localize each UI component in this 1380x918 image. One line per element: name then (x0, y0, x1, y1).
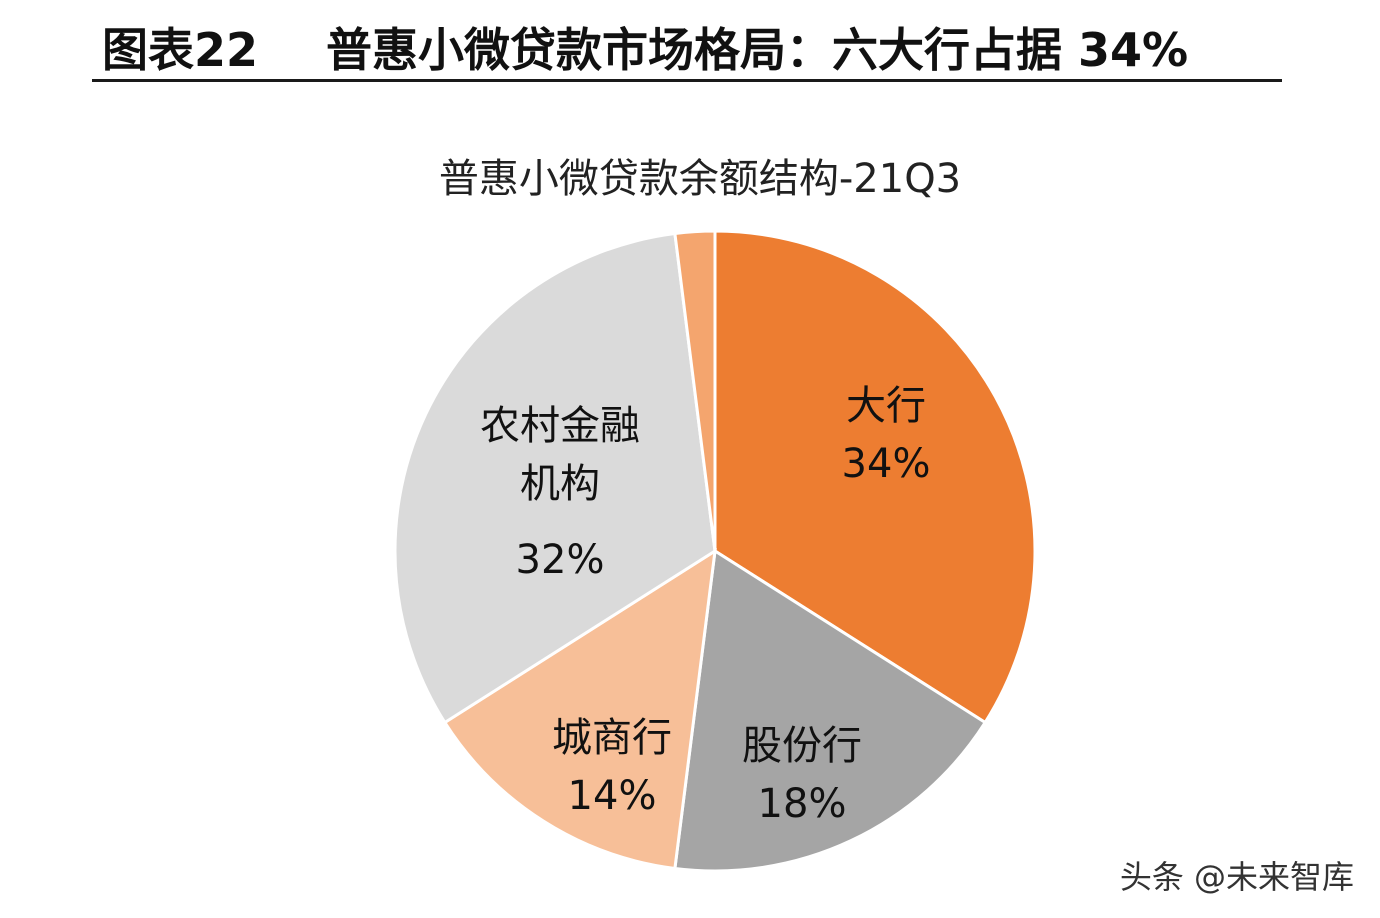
pie-slice-股份行 (673, 548, 988, 873)
slice-category-label: 大行 (846, 383, 926, 429)
pie-slices (393, 229, 1037, 873)
slice-category-label: 机构 (520, 461, 600, 507)
pie-slice-城商行 (442, 548, 717, 871)
slice-value-label: 34% (842, 441, 931, 487)
figure-number: 图表22 (102, 23, 259, 77)
pie-slice-农村金融机构 (393, 231, 717, 725)
slice-value-label: 14% (568, 773, 657, 819)
slice-value-label: 32% (516, 537, 605, 583)
pie-slice-大行 (713, 229, 1037, 725)
figure-header: 图表22 普惠小微贷款市场格局：六大行占据 34% (92, 0, 1282, 82)
chart-title: 普惠小微贷款余额结构-21Q3 (438, 156, 962, 202)
figure-title: 普惠小微贷款市场格局：六大行占据 34% (326, 23, 1189, 77)
pie-slice-other (673, 229, 717, 552)
slice-value-label: 18% (758, 781, 847, 827)
watermark: 头条 @未来智库 (1119, 858, 1354, 896)
slice-category-label: 股份行 (742, 723, 862, 769)
slice-category-label: 城商行 (552, 715, 672, 761)
slice-category-label: 农村金融 (480, 403, 640, 449)
